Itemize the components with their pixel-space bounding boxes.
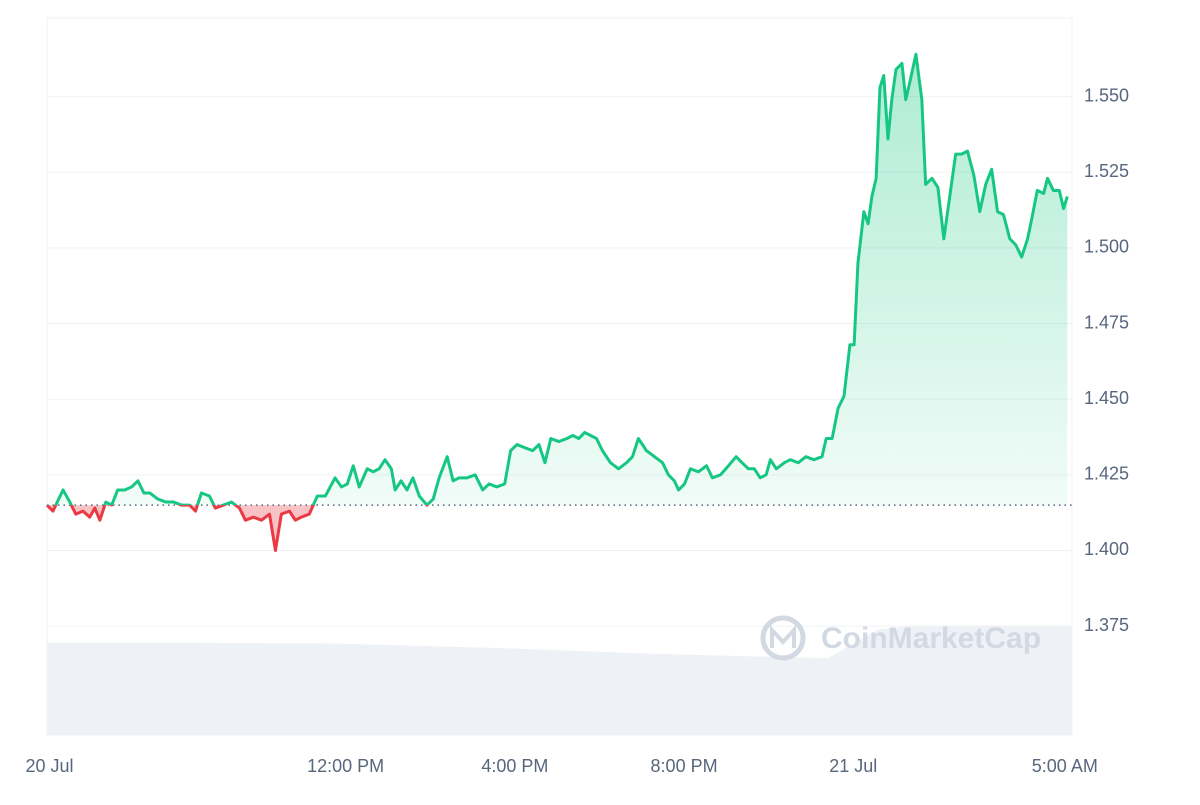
x-tick-label: 21 Jul [829, 756, 877, 776]
area-up [55, 54, 1068, 506]
x-tick-label: 8:00 PM [651, 756, 718, 776]
x-tick-label: 20 Jul [26, 756, 74, 776]
watermark-logo [760, 615, 806, 661]
y-tick-label: 1.550 [1084, 85, 1129, 105]
y-tick-label: 1.475 [1084, 312, 1129, 332]
y-tick-label: 1.525 [1084, 161, 1129, 181]
watermark: CoinMarketCap [760, 615, 1041, 661]
price-line-up [47, 52, 1069, 506]
x-tick-label: 5:00 AM [1032, 756, 1098, 776]
volume-area [47, 625, 1072, 735]
x-tick-label: 4:00 PM [481, 756, 548, 776]
y-tick-label: 1.500 [1084, 237, 1129, 257]
y-tick-label: 1.425 [1084, 464, 1129, 484]
y-tick-label: 1.400 [1084, 539, 1129, 559]
watermark-logo-m [770, 624, 796, 648]
y-tick-label: 1.375 [1084, 615, 1129, 635]
data-layer [45, 52, 1072, 552]
watermark-text: CoinMarketCap [821, 622, 1041, 655]
y-tick-label: 1.450 [1084, 388, 1129, 408]
x-tick-label: 12:00 PM [307, 756, 384, 776]
axis-layer: 1.375 1.400 1.425 1.450 1.475 1.500 1.525 1.550… [26, 85, 1130, 775]
